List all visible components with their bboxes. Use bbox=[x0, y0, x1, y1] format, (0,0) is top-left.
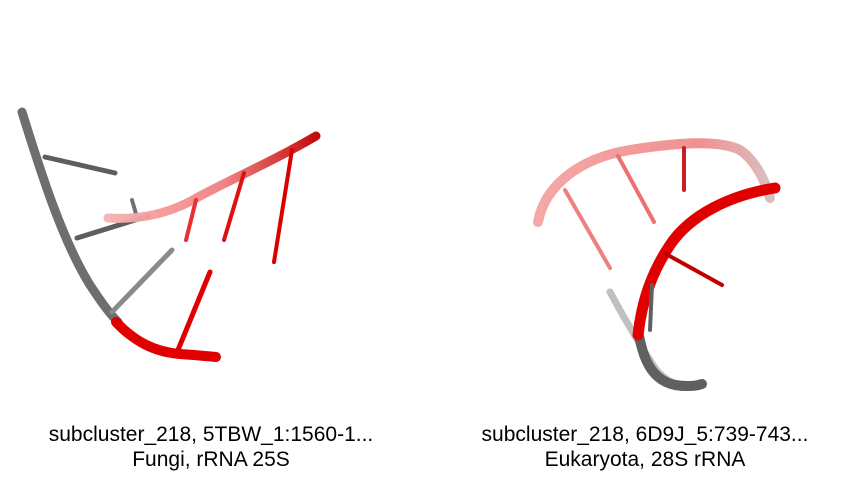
base-stick bbox=[648, 283, 654, 332]
structure-caption-left: subcluster_218, 5TBW_1:1560-1... Fungi, … bbox=[0, 422, 426, 472]
backbone-gray-segment bbox=[17, 107, 123, 327]
base-stick bbox=[42, 154, 118, 176]
base-stick bbox=[130, 198, 138, 216]
base-stick bbox=[664, 252, 724, 287]
base-stick bbox=[563, 188, 612, 270]
rna-structure-render-right bbox=[533, 138, 781, 392]
base-stick bbox=[272, 148, 294, 264]
backbone-faded-segment bbox=[103, 131, 321, 223]
backbone-gray-segment bbox=[633, 325, 707, 392]
base-stick bbox=[109, 247, 175, 315]
caption-title: subcluster_218, 6D9J_5:739-743... bbox=[481, 423, 809, 446]
backbone-red-segment bbox=[632, 182, 781, 341]
caption-subtitle: Fungi, rRNA 25S bbox=[132, 448, 290, 471]
base-stick bbox=[616, 154, 656, 224]
backbone-red-segment bbox=[111, 317, 221, 362]
structure-panel-right: subcluster_218, 6D9J_5:739-743... Eukary… bbox=[430, 0, 860, 480]
base-stick bbox=[222, 171, 246, 242]
rna-structure-render-left bbox=[17, 107, 321, 362]
structure-panel-left: subcluster_218, 5TBW_1:1560-1... Fungi, … bbox=[0, 107, 426, 472]
base-stick bbox=[184, 198, 198, 242]
backbone-faded-segment bbox=[533, 138, 775, 227]
caption-title: subcluster_218, 5TBW_1:1560-1... bbox=[48, 423, 374, 446]
base-stick bbox=[175, 269, 213, 353]
caption-subtitle: Eukaryota, 28S rRNA bbox=[544, 448, 746, 471]
structure-caption-right: subcluster_218, 6D9J_5:739-743... Eukary… bbox=[430, 422, 860, 472]
